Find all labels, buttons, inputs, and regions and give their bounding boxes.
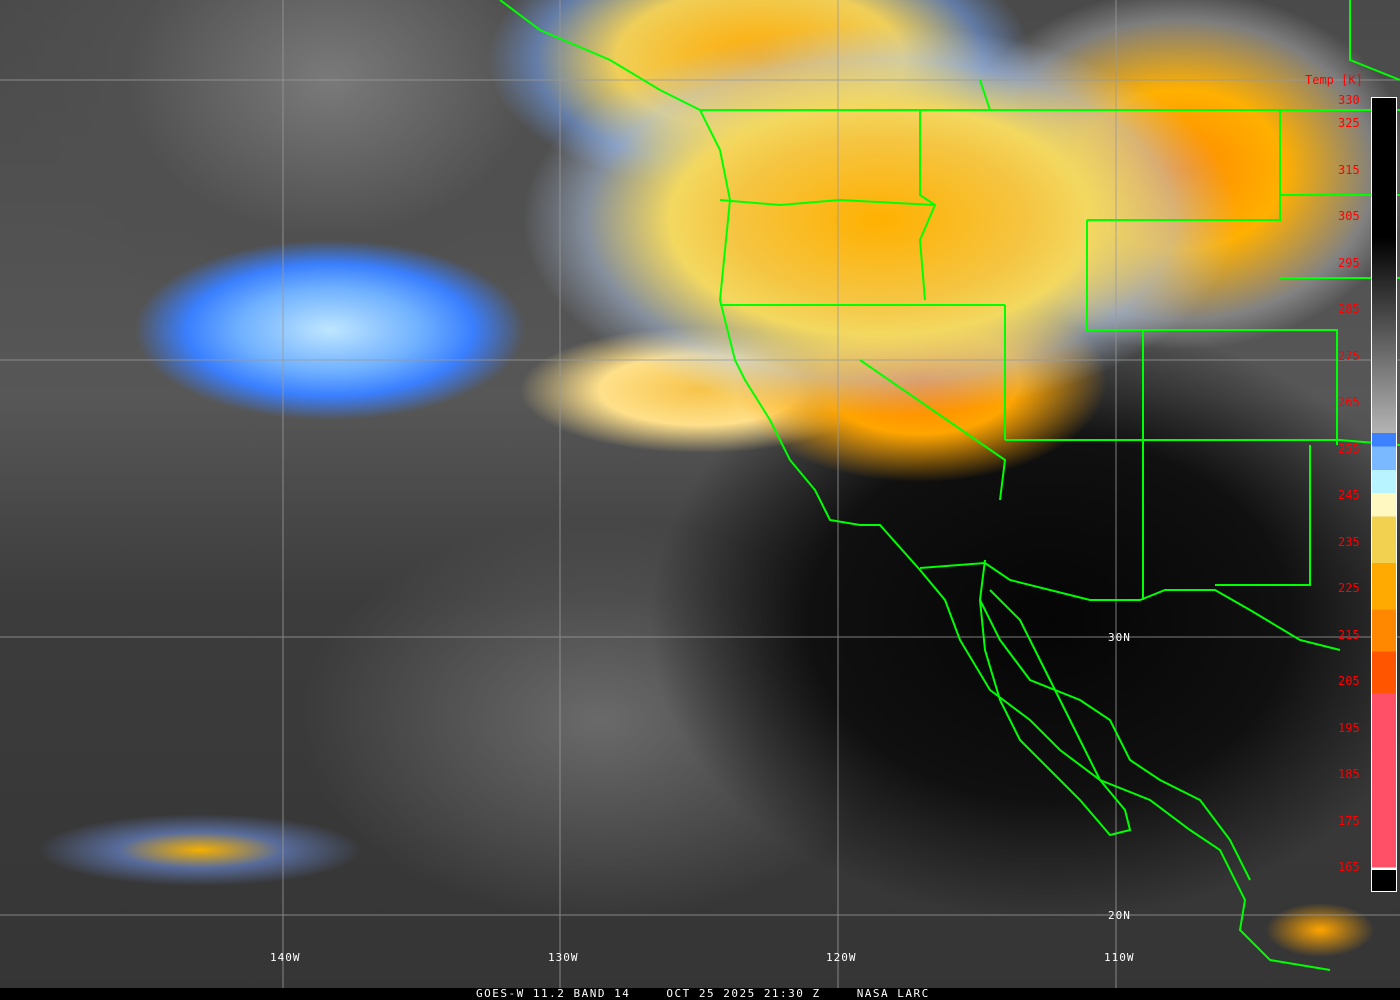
co-border <box>1143 329 1338 445</box>
colorbar-tick-label: 225 <box>1338 581 1360 596</box>
canada-border-east <box>1349 0 1400 81</box>
political-borders <box>499 0 1400 971</box>
ca-nv-border <box>859 359 1007 501</box>
colorbar-tick-label: 175 <box>1338 813 1360 828</box>
temperature-colorbar <box>1371 97 1397 892</box>
colorbar-title: Temp [K] <box>1305 73 1363 87</box>
longitude-label-110w: 110W <box>1104 951 1135 964</box>
west-coastline <box>499 0 1331 971</box>
colorbar-tick-label: 275 <box>1338 348 1360 363</box>
us-mexico-border <box>919 561 1341 651</box>
baja-peninsula <box>979 589 1132 837</box>
ca-border-north <box>979 79 991 111</box>
colorbar-tick-label: 215 <box>1338 627 1360 642</box>
colorbar-tick-label: 165 <box>1338 860 1360 875</box>
longitude-label-140w: 140W <box>270 951 301 964</box>
colorbar-tick-label: 255 <box>1338 441 1360 456</box>
wy-border <box>1087 110 1281 221</box>
longitude-label-130w: 130W <box>548 951 579 964</box>
image-caption: GOES-W 11.2 BAND 14 OCT 25 2025 21:30 Z NA… <box>0 988 1400 1000</box>
colorbar-tick-label: 330 <box>1338 93 1360 107</box>
caption-source: NASA LARC <box>856 987 930 1000</box>
colorbar-tick-label: 195 <box>1338 720 1360 735</box>
colorbar-tick-label: 285 <box>1338 302 1360 317</box>
wa-or-border <box>719 198 936 207</box>
latitude-label-20n: 20N <box>1108 909 1131 922</box>
colorbar-tick-label: 315 <box>1338 162 1360 177</box>
latitude-label-30n: 30N <box>1108 631 1131 644</box>
id-border <box>918 110 937 301</box>
colorbar-tick-label: 305 <box>1338 209 1360 224</box>
colorbar-tick-label: 295 <box>1338 255 1360 270</box>
colorbar-tick-label: 245 <box>1338 488 1360 503</box>
ut-co-border <box>1086 220 1144 600</box>
caption-product: GOES-W 11.2 BAND 14 <box>476 987 631 1000</box>
longitude-label-120w: 120W <box>826 951 857 964</box>
colorbar-tick-label: 325 <box>1338 116 1360 131</box>
colorbar-tick-label: 265 <box>1338 395 1360 410</box>
mexico-east-border <box>1215 445 1311 586</box>
colorbar-tick-label: 185 <box>1338 767 1360 782</box>
colorbar-tick-label: 205 <box>1338 674 1360 689</box>
caption-datetime: OCT 25 2025 21:30 Z <box>666 987 821 1000</box>
colorbar-tick-label: 235 <box>1338 534 1360 549</box>
baja-gulf-coast <box>978 559 1251 881</box>
